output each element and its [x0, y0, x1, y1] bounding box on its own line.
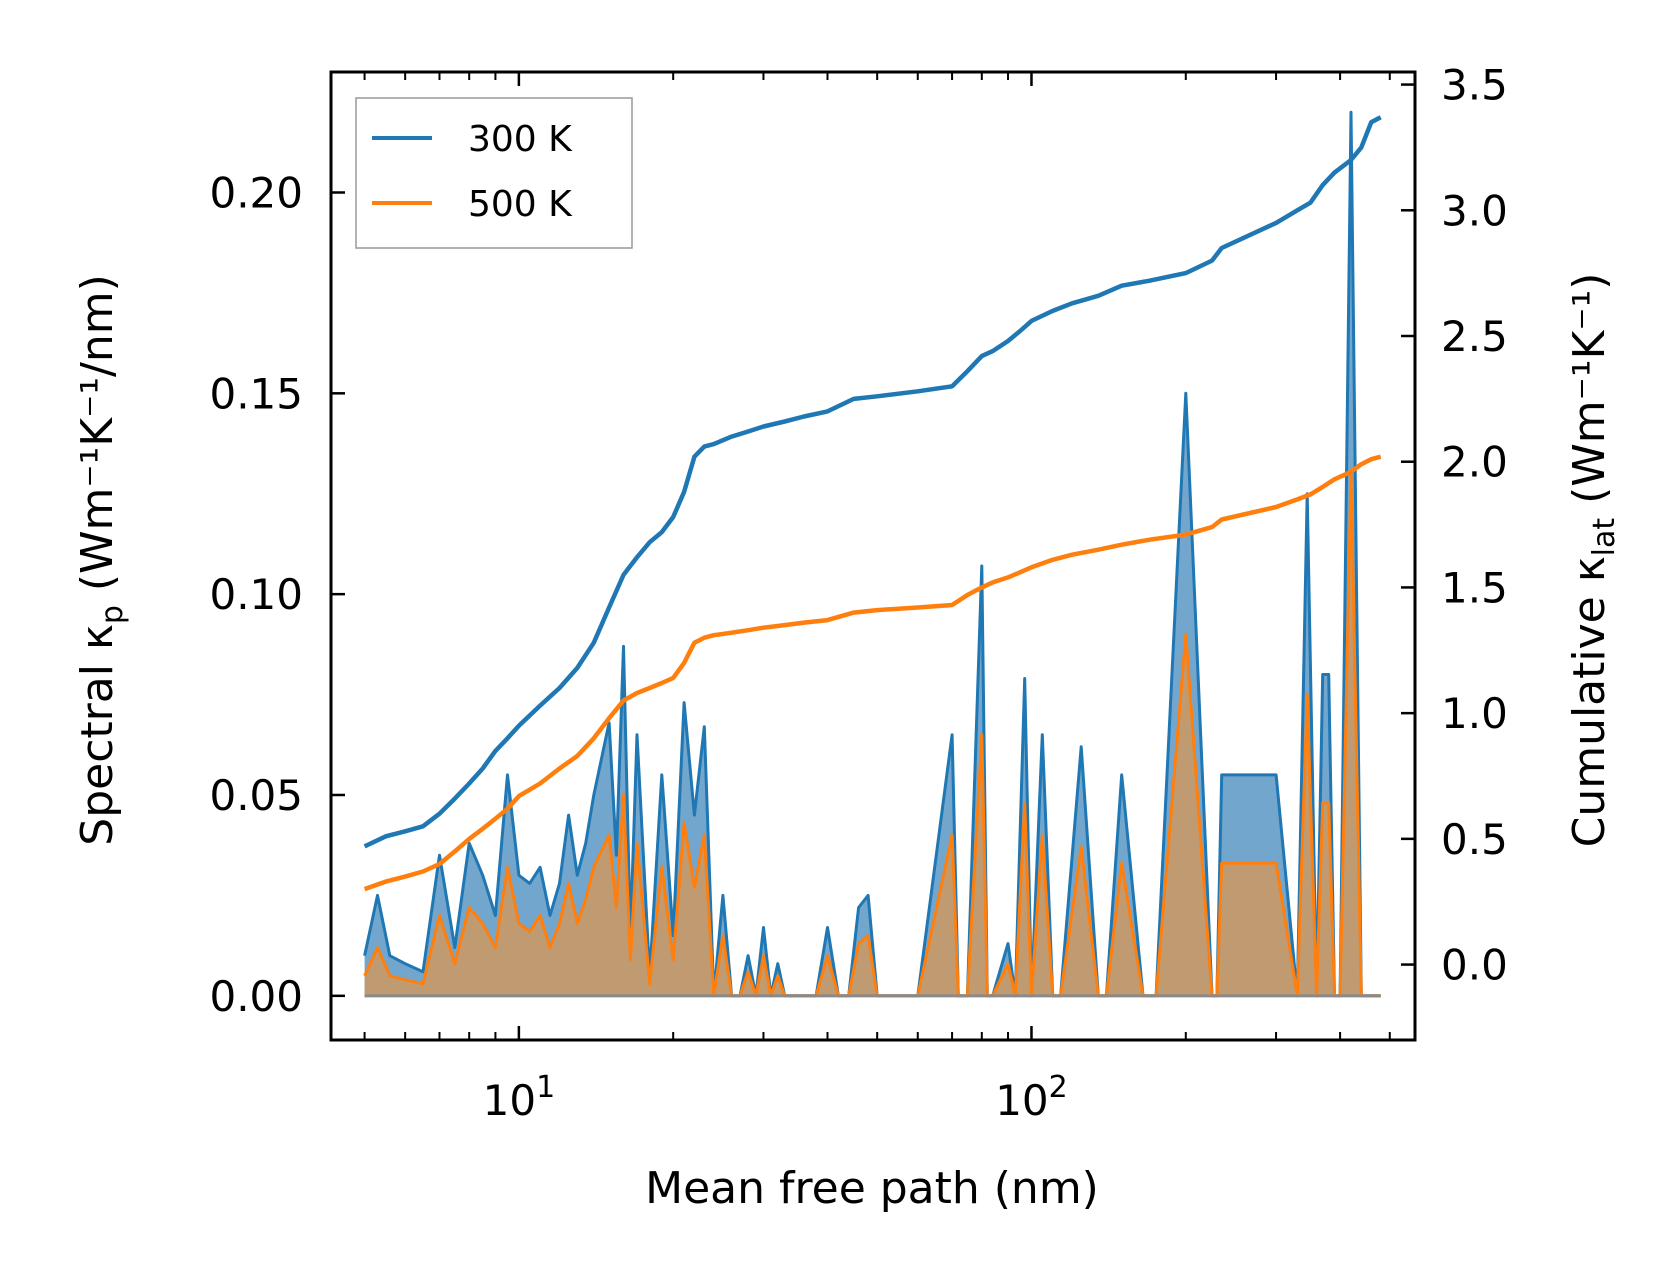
legend-label-500k: 500 K [468, 184, 573, 225]
y-left-tick-label: 0.20 [209, 168, 303, 217]
y-left-tick-label: 0.10 [209, 570, 303, 619]
y-right-tick-label: 2.5 [1441, 312, 1508, 361]
cumulative-300k-line [363, 115, 1382, 849]
legend-frame [355, 97, 633, 249]
y-right-tick-label: 3.5 [1441, 61, 1508, 110]
x-tick-label: 101 [483, 1070, 556, 1125]
plot-area [363, 110, 1382, 998]
y-axis-left-label: Spectral κp (Wm⁻¹K⁻¹/nm) [72, 274, 130, 845]
x-tick-label: 102 [995, 1070, 1068, 1125]
y-axis-right-label: Cumulative κlat (Wm⁻¹K⁻¹) [1564, 273, 1622, 848]
y-right-tick-label: 1.0 [1441, 689, 1508, 738]
spectral-500k-area [364, 473, 1381, 996]
axes: 101 102 0.00 0.05 0.10 0.15 0.20 0.0 0.5 1.0 1.5 2.… [209, 61, 1507, 1125]
y-right-tick-label: 3.0 [1441, 186, 1508, 235]
y-right-tick-label: 0.0 [1441, 941, 1508, 990]
x-axis-label: Mean free path (nm) [645, 1163, 1099, 1214]
y-left-tick-label: 0.15 [209, 369, 303, 418]
cumulative-500k-line [363, 454, 1382, 892]
y-right-tick-label: 1.5 [1441, 563, 1508, 612]
axes-frame [329, 70, 1417, 1042]
y-left-tick-label: 0.05 [209, 771, 303, 820]
y-right-tick-label: 0.5 [1441, 815, 1508, 864]
legend: 300 K 500 K [355, 97, 633, 249]
legend-label-300k: 300 K [468, 119, 573, 160]
y-left-tick-label: 0.00 [209, 972, 303, 1021]
y-right-tick-label: 2.0 [1441, 438, 1508, 487]
